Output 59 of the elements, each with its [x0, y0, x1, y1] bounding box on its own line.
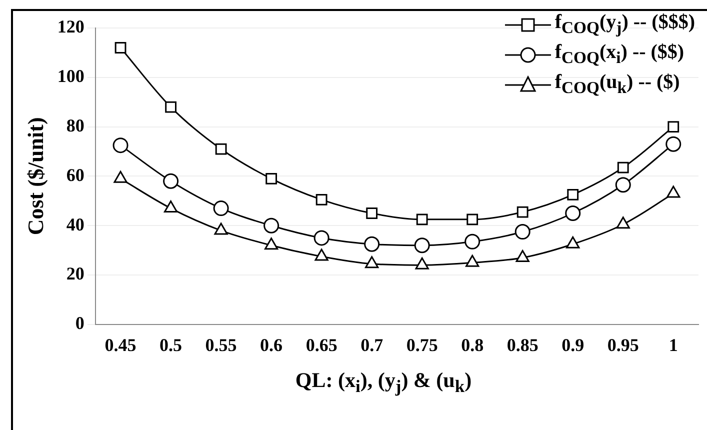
- point: [264, 218, 280, 234]
- x-tick-label: 0.9: [562, 334, 584, 355]
- point: [567, 189, 579, 200]
- legend-label: f$_{COQ}$(u$_{k}$) -- ($): [554, 70, 680, 99]
- x-tick-label: 0.6: [260, 334, 283, 355]
- point: [617, 162, 629, 174]
- point: [165, 101, 176, 113]
- point: [566, 236, 580, 248]
- point: [266, 172, 278, 184]
- y-tick-label: 20: [66, 264, 84, 284]
- y-tick-label: 100: [57, 66, 84, 86]
- x-tick-label: 0.85: [506, 334, 538, 355]
- point: [365, 256, 379, 268]
- point: [364, 236, 380, 252]
- point: [264, 238, 278, 250]
- point: [565, 206, 581, 221]
- point: [668, 121, 680, 132]
- point: [112, 138, 128, 154]
- point: [213, 200, 229, 216]
- x-tick-label: 0.7: [360, 334, 384, 355]
- x-tick-label: 0.55: [205, 334, 237, 355]
- y-tick-label: 120: [57, 16, 84, 37]
- y-tick-label: 40: [66, 214, 84, 234]
- point: [516, 250, 530, 262]
- x-tick-label: 1: [668, 334, 678, 355]
- point: [114, 42, 126, 54]
- point: [464, 234, 480, 250]
- point: [616, 216, 630, 229]
- y-axis-title: Cost ($/unit): [22, 117, 48, 236]
- point: [516, 206, 528, 218]
- point: [215, 143, 227, 155]
- y-tick-label: 0: [75, 313, 84, 334]
- y-tick-label: 80: [66, 115, 84, 136]
- point: [415, 257, 429, 270]
- point: [163, 173, 179, 189]
- point: [466, 254, 480, 267]
- point: [164, 200, 178, 213]
- point: [666, 186, 680, 198]
- x-tick-label: 0.75: [406, 334, 438, 355]
- point: [316, 194, 328, 206]
- legend-label: f$_{COQ}$(x$_{i}$) -- ($$): [554, 40, 684, 69]
- x-tick-label: 0.65: [306, 334, 338, 355]
- point: [314, 230, 330, 246]
- point: [466, 214, 478, 226]
- point: [514, 224, 530, 240]
- point: [666, 136, 682, 152]
- point: [414, 238, 430, 254]
- point: [214, 222, 228, 235]
- point: [366, 208, 378, 219]
- x-axis-title: QL: (x$_{i}$), (y$_{j}$) & (u$_{k}$): [294, 368, 473, 398]
- point: [416, 214, 428, 226]
- x-tick-label: 0.45: [104, 334, 136, 355]
- y-tick-label: 60: [66, 164, 84, 185]
- x-tick-label: 0.95: [607, 334, 639, 355]
- x-tick-label: 0.5: [160, 334, 182, 355]
- point: [314, 248, 328, 261]
- point: [615, 177, 631, 193]
- legend-label: f$_{COQ}$(y$_{j}$) -- ($$$): [554, 10, 695, 39]
- x-tick-label: 0.8: [461, 334, 484, 355]
